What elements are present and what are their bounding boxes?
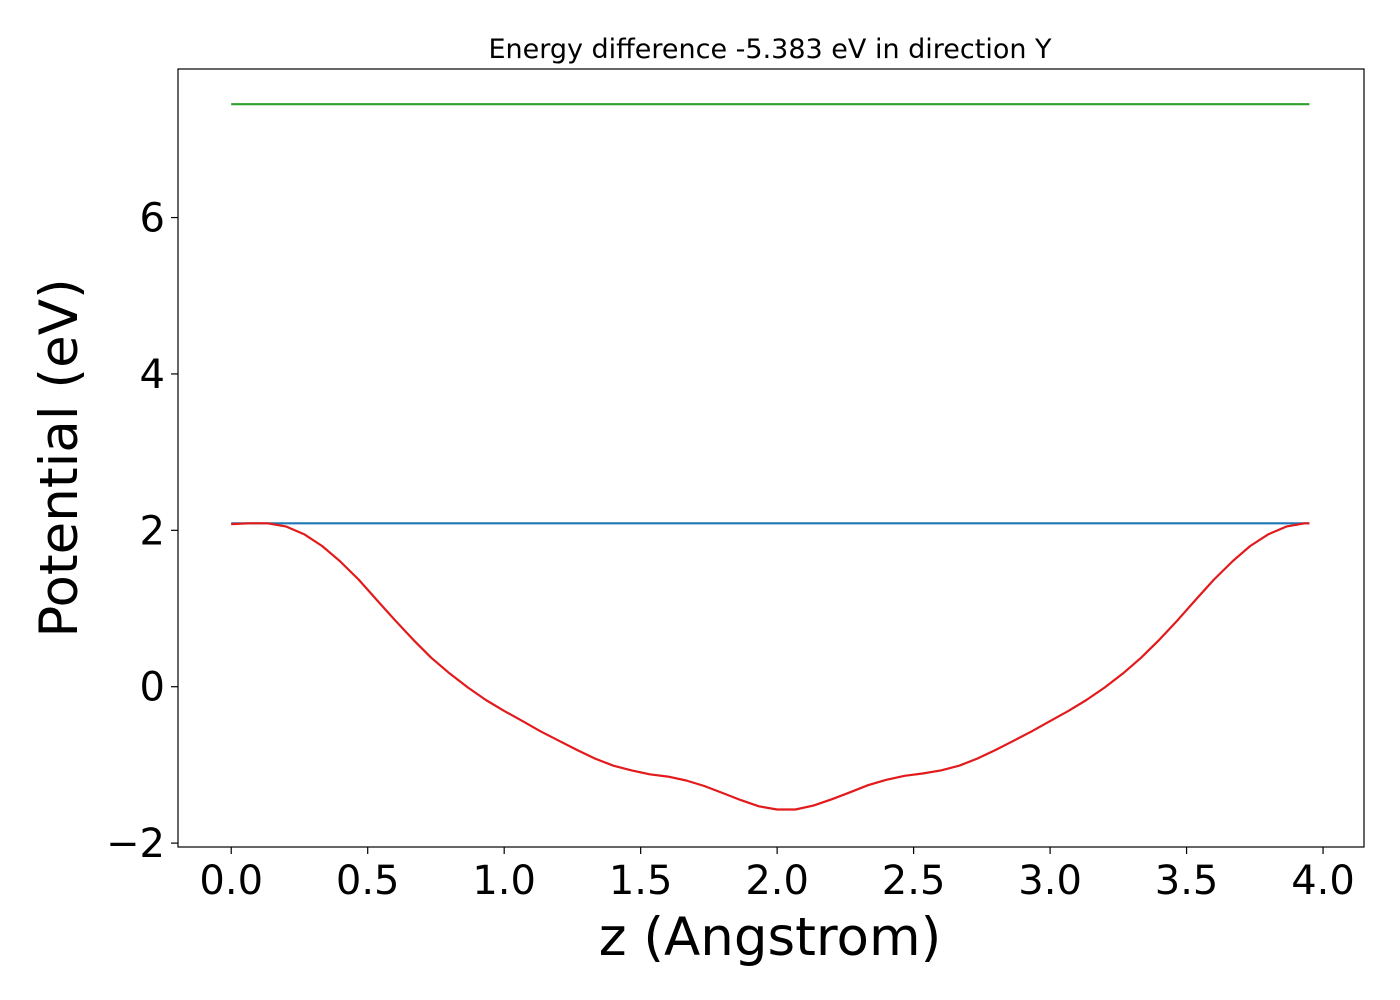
y-tick-label: 6 xyxy=(140,196,165,242)
x-tick-label: 2.0 xyxy=(745,858,809,904)
x-tick-label: 3.5 xyxy=(1155,858,1219,904)
plot-frame xyxy=(177,68,1365,848)
x-tick-label: 3.0 xyxy=(1018,858,1082,904)
y-axis-ticks: −2 0 2 4 6 xyxy=(106,196,178,867)
y-tick-label: −2 xyxy=(106,821,165,867)
y-axis-label: Potential (eV) xyxy=(29,278,90,637)
chart-title: Energy difference -5.383 eV in direction… xyxy=(488,34,1052,65)
y-tick-label: 2 xyxy=(140,508,165,554)
x-tick-label: 1.5 xyxy=(609,858,673,904)
x-tick-label: 4.0 xyxy=(1291,858,1355,904)
x-tick-label: 0.5 xyxy=(336,858,400,904)
x-axis-ticks: 0.0 0.5 1.0 1.5 2.0 2.5 3.0 3.5 4.0 xyxy=(199,847,1355,904)
y-tick-label: 4 xyxy=(140,352,165,398)
x-tick-label: 2.5 xyxy=(882,858,946,904)
x-tick-label: 1.0 xyxy=(472,858,536,904)
x-axis-label: z (Angstrom) xyxy=(599,907,942,968)
y-tick-label: 0 xyxy=(140,665,165,711)
series-line-3 xyxy=(231,522,1310,811)
plot-lines xyxy=(231,103,1310,811)
x-tick-label: 0.0 xyxy=(199,858,263,904)
